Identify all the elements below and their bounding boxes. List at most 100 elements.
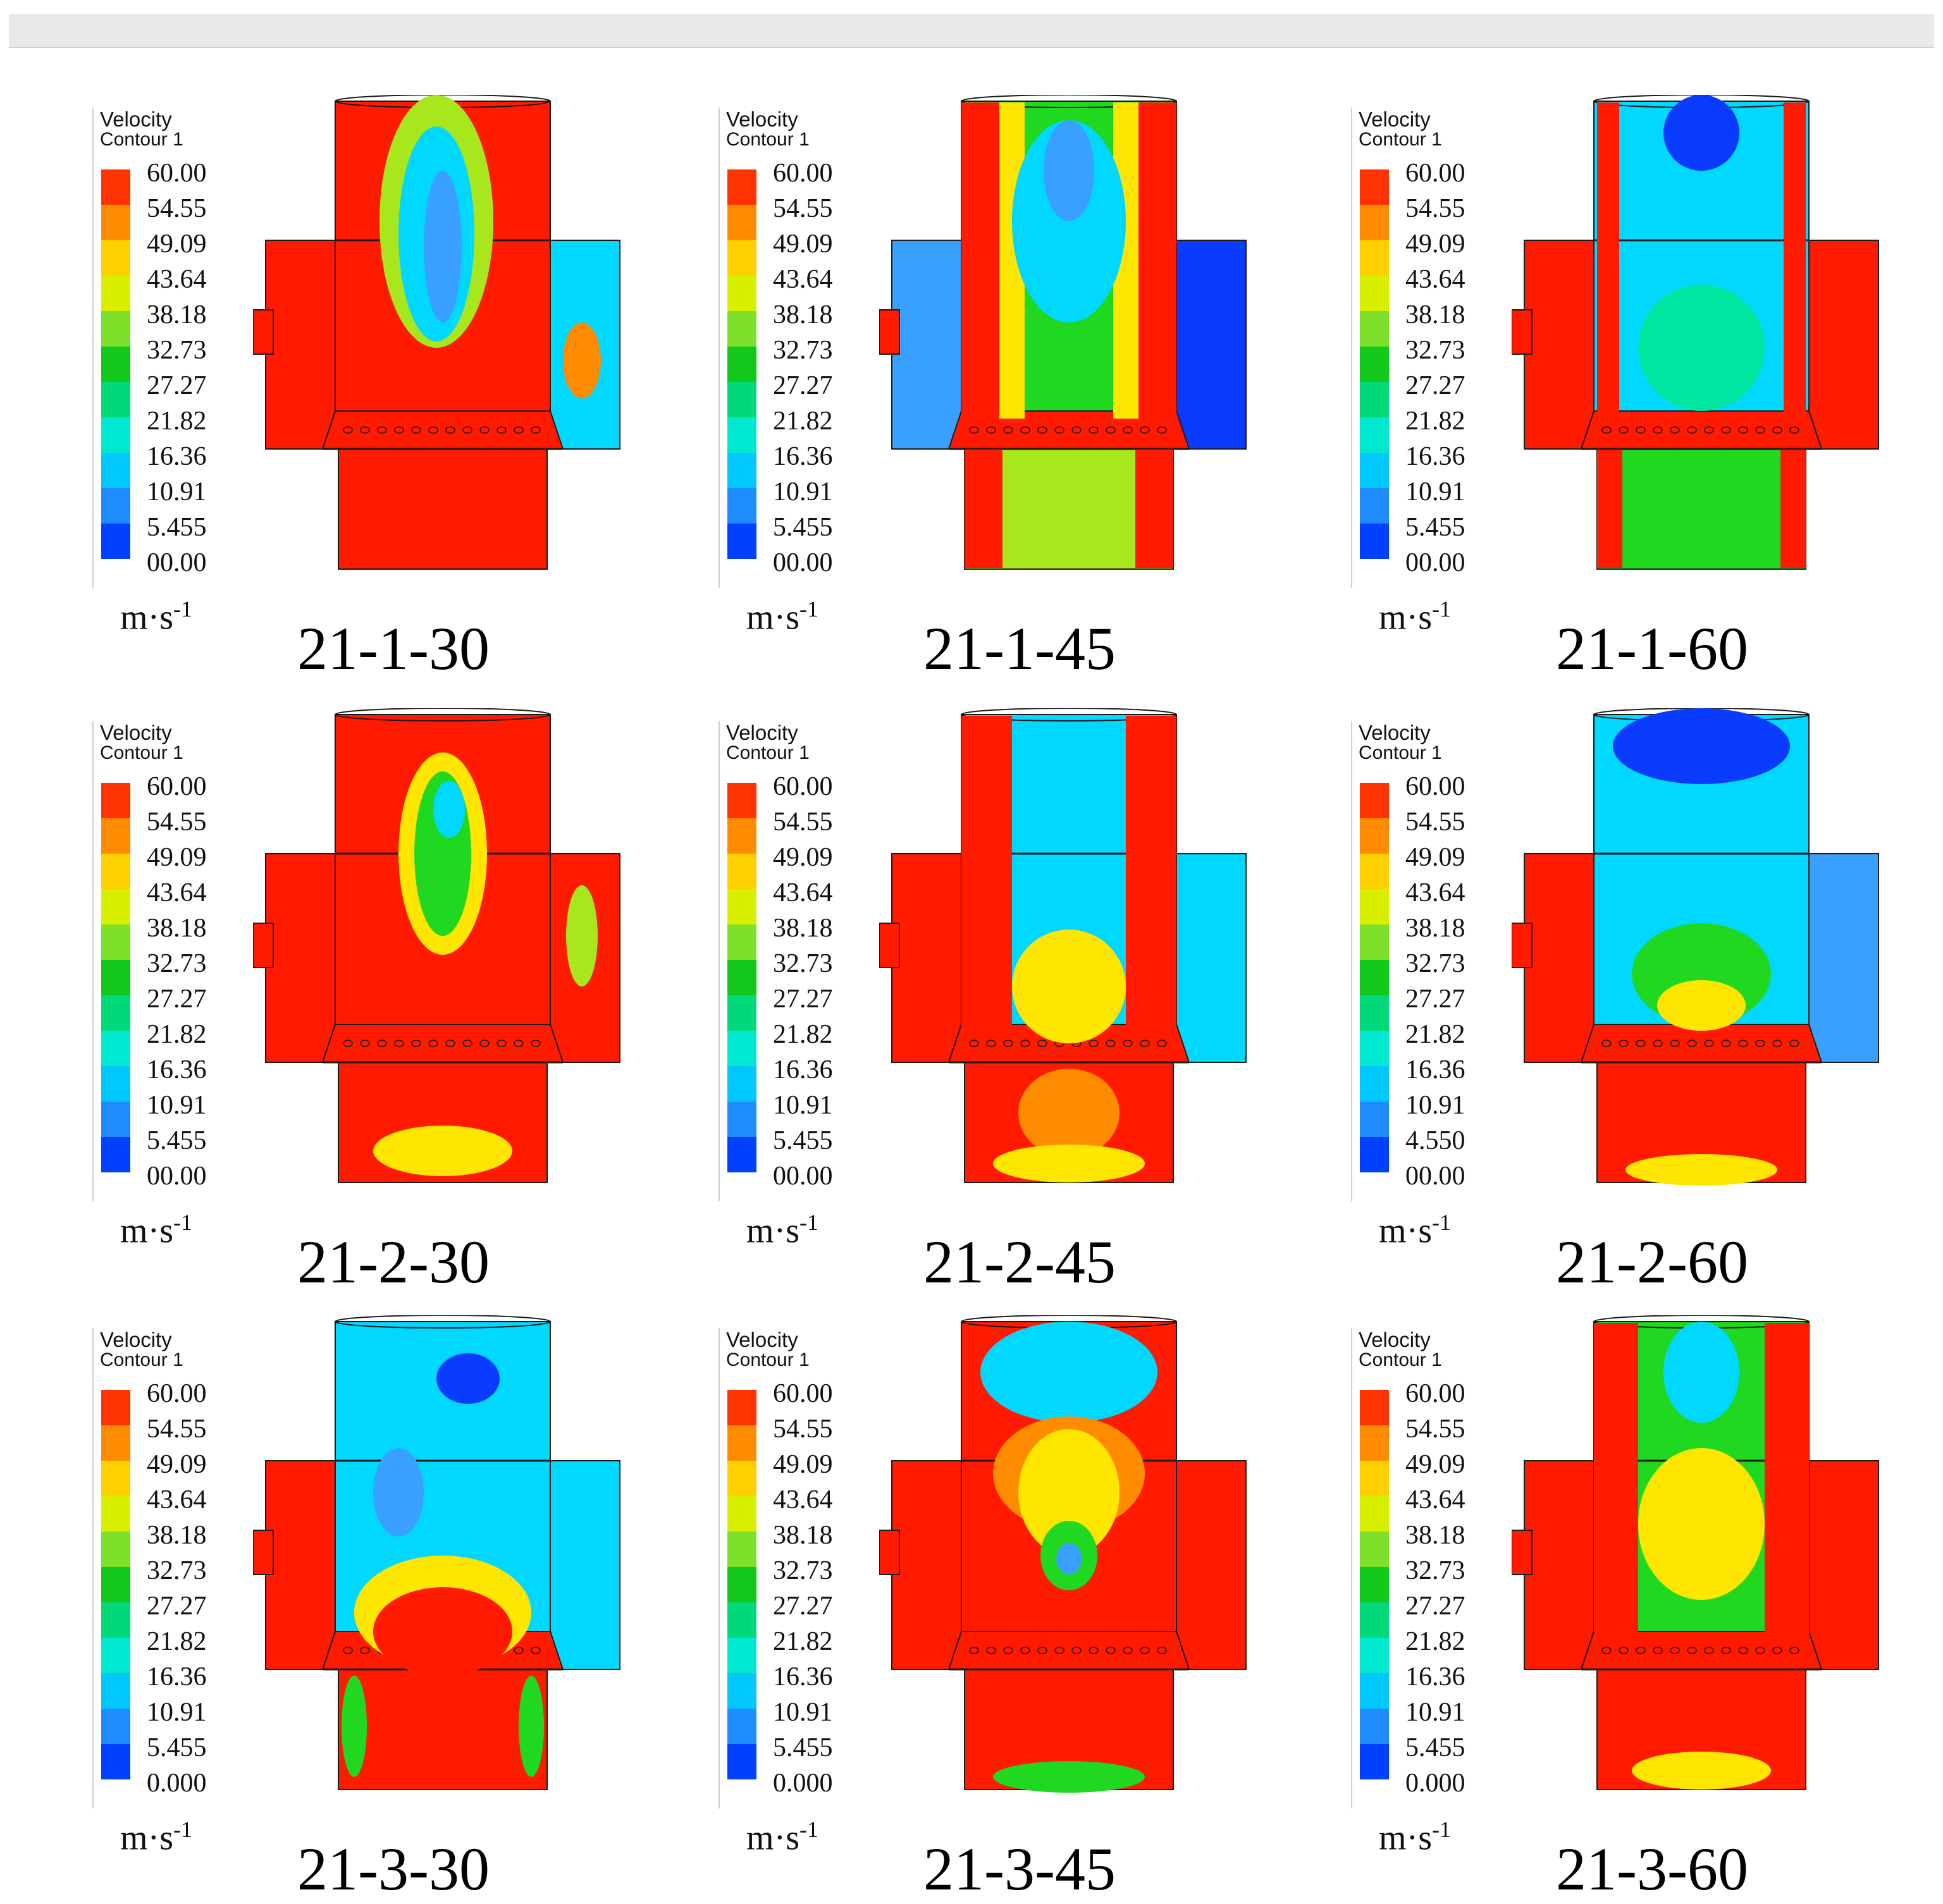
legend-tick-label: 43.64 [1405, 1485, 1465, 1514]
legend-ticks: 60.00 54.55 49.09 43.64 38.18 32.73 27.27 21.82… [773, 1379, 893, 1798]
nozzle-hole [394, 426, 404, 434]
legend-tick-label: 49.09 [773, 843, 833, 872]
color-bar-segment [101, 1602, 130, 1638]
nozzle-hole [531, 1040, 541, 1047]
legend-tick-label: 10.91 [147, 1091, 207, 1120]
color-bar [727, 1390, 756, 1779]
nozzle-hole [1687, 1647, 1697, 1654]
color-bar-segment [1360, 524, 1389, 559]
panel-21-1-60: Velocity Contour 1 60.00 54.55 49.09 43.64 3… [1271, 57, 1904, 682]
color-bar-segment [101, 382, 130, 417]
velocity-band [1594, 1323, 1638, 1639]
legend-tick-label: 10.91 [1405, 1698, 1465, 1727]
legend-ticks: 60.00 54.55 49.09 43.64 38.18 32.73 27.27 21.82… [773, 771, 893, 1191]
nozzle-hole [1157, 1040, 1167, 1047]
nozzle-hole [1089, 1647, 1099, 1654]
color-bar-segment [1360, 960, 1389, 995]
legend-tick-label: 60.00 [147, 772, 207, 801]
legend-tick-label: 16.36 [773, 1055, 833, 1084]
color-bar-segment [1360, 276, 1389, 311]
color-bar [101, 783, 130, 1172]
legend-subtitle: Contour 1 [100, 742, 183, 763]
inlet-pipe [879, 1530, 900, 1575]
color-bar-segment [1360, 1532, 1389, 1567]
nozzle-hole [1089, 426, 1099, 434]
nozzle-hole [514, 426, 524, 434]
right-chamber [1808, 1460, 1879, 1670]
legend-tick-label: 27.27 [1405, 371, 1465, 400]
nozzle-hole [1123, 1040, 1133, 1047]
panel-21-1-45: Velocity Contour 1 60.00 54.55 49.09 43.64 3… [639, 57, 1271, 682]
color-bar-segment [1360, 1744, 1389, 1779]
legend-ticks: 60.00 54.55 49.09 43.64 38.18 32.73 27.27 21.82… [1405, 1379, 1526, 1798]
panel-label: 21-1-45 [923, 615, 1116, 682]
nozzle-hole [1670, 1647, 1680, 1654]
legend-tick-label: 54.55 [773, 1415, 833, 1444]
nozzle-hole [1619, 1647, 1629, 1654]
legend-subtitle: Contour 1 [100, 129, 183, 150]
nozzle-hole [1054, 1647, 1064, 1654]
nozzle-hole [1687, 426, 1697, 434]
velocity-band [1765, 1323, 1809, 1639]
panel-21-3-30: Velocity Contour 1 60.00 54.55 49.09 43.64 3… [13, 1277, 645, 1903]
legend-tick-label: 32.73 [1405, 1556, 1465, 1585]
unit-label: m·s-1 [120, 1817, 192, 1858]
legend-tick-label: 43.64 [773, 1485, 833, 1514]
legend-tick-label: 27.27 [147, 1592, 207, 1621]
left-chamber [1524, 853, 1594, 1063]
color-bar-segment [101, 1102, 130, 1137]
color-bar-segment [1360, 818, 1389, 854]
nozzle-hole [428, 426, 438, 434]
legend-tick-label: 54.55 [773, 194, 833, 223]
legend-tick-label: 21.82 [773, 407, 833, 436]
legend-tick-label: 38.18 [147, 1521, 207, 1550]
color-bar-segment [101, 1031, 130, 1066]
nozzle-hole [1721, 426, 1731, 434]
nozzle-hole [1653, 426, 1663, 434]
legend-tick-label: 38.18 [1405, 1521, 1465, 1550]
velocity-band [1780, 450, 1806, 568]
right-chamber [550, 1460, 620, 1670]
left-chamber [265, 1460, 336, 1670]
nozzle-hole [1037, 426, 1047, 434]
inlet-pipe [1512, 1530, 1533, 1575]
legend-tick-label: 38.18 [147, 914, 207, 943]
legend-tick-label: 27.27 [773, 1592, 833, 1621]
velocity-region [373, 1448, 424, 1537]
color-bar-segment [1360, 311, 1389, 347]
nozzle-hole [1721, 1647, 1731, 1654]
left-chamber [891, 853, 962, 1063]
legend-subtitle: Contour 1 [1359, 129, 1442, 150]
color-bar-segment [1360, 1496, 1389, 1532]
inlet-pipe [879, 923, 900, 968]
legend-tick-label: 10.91 [147, 477, 207, 507]
legend-tick-label: 16.36 [773, 1662, 833, 1692]
panel-label: 21-1-30 [297, 615, 490, 682]
legend-tick-label: 38.18 [773, 914, 833, 943]
legend-tick-label: 43.64 [773, 878, 833, 907]
legend-tick-label: 49.09 [1405, 230, 1465, 259]
color-bar-segment [727, 276, 756, 311]
velocity-region [993, 1145, 1145, 1182]
panel-label: 21-2-45 [923, 1228, 1116, 1296]
panel-label: 21-2-30 [297, 1228, 490, 1296]
right-chamber [1176, 240, 1247, 450]
color-bar [1360, 783, 1389, 1172]
nozzle-hole [1755, 426, 1765, 434]
cfd-contour [253, 1315, 620, 1790]
nozzle-hole [1140, 426, 1150, 434]
nozzle-hole [1054, 426, 1064, 434]
color-bar-segment [1360, 783, 1389, 818]
legend-tick-label: 10.91 [773, 477, 833, 507]
velocity-region [424, 171, 462, 322]
nozzle-hole [1789, 1040, 1799, 1047]
legend-tick-label: 21.82 [1405, 1020, 1465, 1049]
nozzle-hole [1020, 1040, 1030, 1047]
nozzle-hole [1772, 426, 1782, 434]
nozzle-hole [462, 1040, 472, 1047]
legend-ticks: 60.00 54.55 49.09 43.64 38.18 32.73 27.27 21.82… [147, 771, 267, 1191]
cfd-contour [1512, 1315, 1879, 1790]
color-bar [727, 783, 756, 1172]
nozzle-hole [1140, 1040, 1150, 1047]
velocity-region [980, 1322, 1157, 1423]
